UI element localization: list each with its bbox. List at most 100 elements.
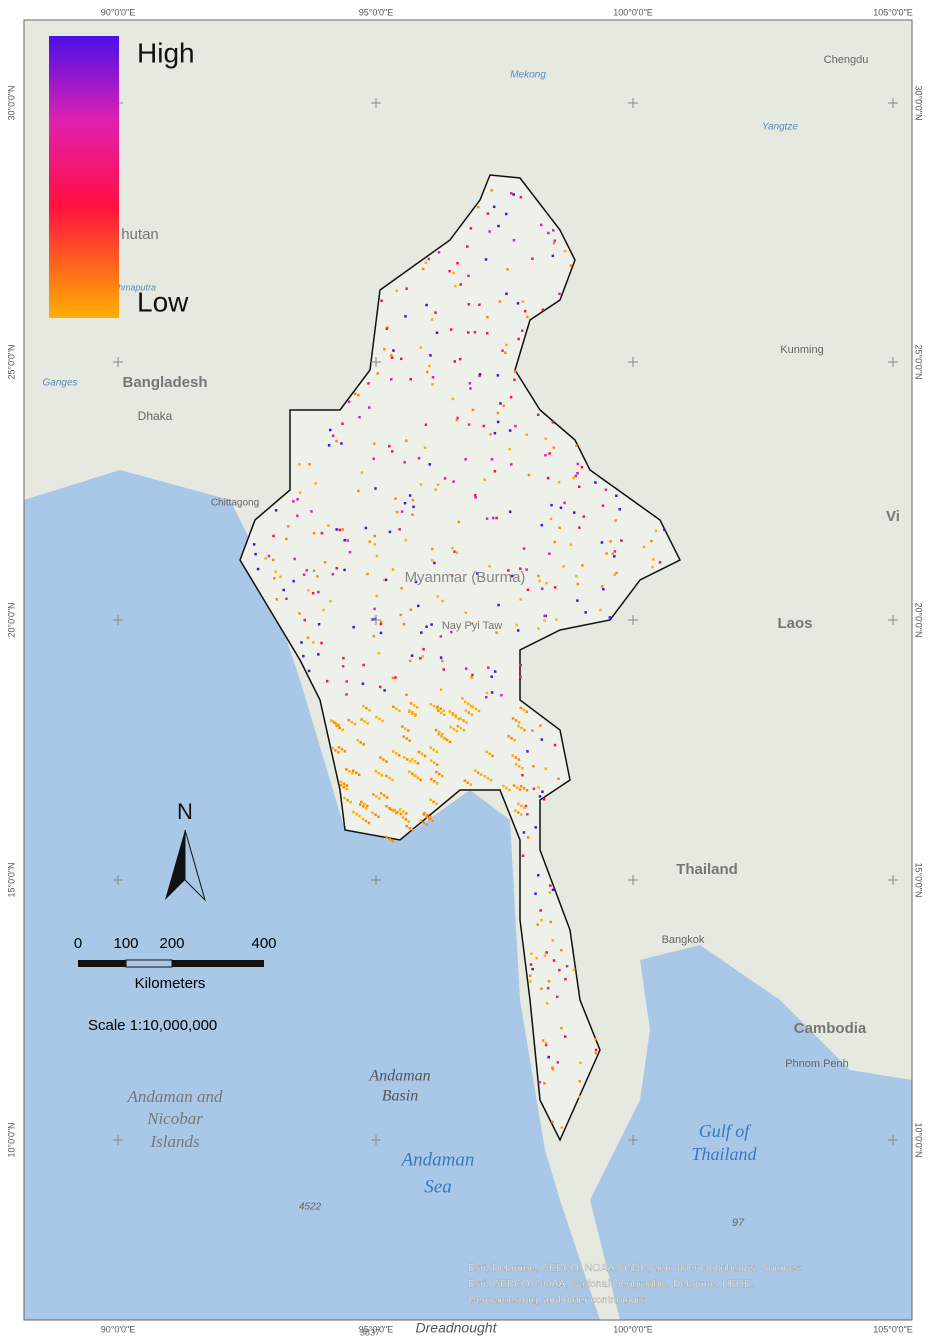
hotspot	[388, 444, 391, 448]
hotspot	[556, 995, 559, 999]
hotspot	[510, 463, 513, 466]
hotspot	[491, 754, 494, 758]
place-label: Nicobar	[146, 1109, 203, 1128]
hotspot	[521, 300, 525, 303]
hotspot	[388, 837, 391, 841]
latitude-label: 30°0'0"N	[6, 85, 16, 120]
hotspot	[456, 724, 460, 728]
hotspot	[496, 420, 500, 424]
hotspot	[312, 641, 315, 644]
hotspot	[579, 1061, 582, 1065]
hotspot	[408, 760, 412, 763]
hotspot	[300, 641, 303, 644]
hotspot	[600, 541, 604, 544]
hotspot	[345, 768, 348, 771]
longitude-label: 100°0'0"E	[613, 1324, 653, 1334]
hotspot	[578, 526, 581, 529]
hotspot	[405, 758, 409, 761]
hotspot	[405, 824, 408, 828]
hotspot	[360, 718, 363, 721]
place-label: Vi	[886, 508, 900, 525]
hotspot	[580, 465, 584, 469]
hotspot	[521, 329, 524, 332]
hotspot	[441, 599, 444, 603]
hotspot	[505, 786, 508, 790]
hotspot	[536, 413, 540, 417]
hotspot	[513, 370, 517, 373]
hotspot	[442, 668, 446, 671]
hotspot	[414, 580, 418, 584]
hotspot	[470, 676, 473, 679]
hotspot	[431, 383, 434, 386]
hotspot	[443, 713, 446, 717]
hotspot	[408, 659, 412, 663]
hotspot	[522, 831, 526, 834]
hotspot	[361, 682, 365, 685]
hotspot	[435, 331, 439, 335]
hotspot	[455, 729, 458, 733]
hotspot	[341, 528, 345, 531]
hotspot	[551, 254, 555, 258]
hotspot	[549, 920, 552, 924]
place-label: Andaman and	[127, 1087, 223, 1106]
hotspot	[575, 574, 578, 578]
hotspot	[551, 421, 555, 424]
longitude-label: 95°0'0"E	[359, 7, 394, 17]
hotspot	[425, 303, 428, 307]
hotspot	[451, 546, 454, 550]
hotspot	[520, 767, 524, 770]
hotspot	[411, 498, 415, 502]
longitude-label: 95°0'0"E	[359, 1324, 394, 1334]
place-label: 97	[732, 1217, 745, 1229]
place-label: Gulf of	[699, 1121, 753, 1141]
hotspot	[551, 1068, 555, 1071]
hotspot	[395, 811, 398, 815]
hotspot	[462, 728, 466, 732]
hotspot	[543, 1081, 546, 1085]
hotspot	[389, 378, 393, 381]
hotspot	[408, 710, 411, 713]
hotspot	[409, 377, 412, 381]
place-label: Thailand	[691, 1144, 757, 1164]
hotspot	[423, 446, 427, 450]
hotspot	[462, 719, 465, 722]
hotspot	[342, 656, 345, 660]
hotspot	[522, 547, 526, 550]
hotspot	[399, 812, 403, 816]
hotspot	[435, 707, 439, 710]
place-label: Phnom Penh	[785, 1058, 849, 1070]
hotspot	[414, 714, 417, 717]
hotspot	[497, 224, 500, 228]
hotspot	[360, 471, 364, 474]
hotspot	[540, 738, 544, 741]
hotspot	[409, 702, 413, 705]
hotspot	[535, 956, 538, 960]
hotspot	[433, 780, 436, 783]
place-label: Dhaka	[138, 409, 173, 423]
hotspot	[373, 607, 376, 611]
hotspot	[399, 357, 403, 361]
hotspot	[431, 375, 435, 379]
hotspot	[500, 693, 503, 697]
hotspot	[337, 746, 341, 749]
hotspot	[541, 308, 545, 311]
hotspot	[508, 788, 511, 792]
hotspot	[451, 712, 454, 715]
hotspot	[273, 576, 276, 580]
hotspot	[405, 439, 408, 442]
hotspot	[423, 754, 427, 758]
legend-low: Low	[137, 286, 189, 317]
hotspot	[311, 591, 315, 595]
hotspot	[504, 212, 508, 216]
hotspot	[317, 653, 320, 656]
hotspot	[405, 737, 408, 740]
hotspot	[429, 746, 432, 750]
hotspot	[436, 595, 440, 598]
hotspot	[498, 300, 502, 303]
hotspot	[478, 303, 481, 307]
hotspot	[335, 439, 338, 443]
place-label: Ganges	[42, 378, 77, 389]
hotspot	[564, 977, 567, 981]
hotspot	[429, 703, 433, 706]
hotspot	[366, 722, 369, 725]
